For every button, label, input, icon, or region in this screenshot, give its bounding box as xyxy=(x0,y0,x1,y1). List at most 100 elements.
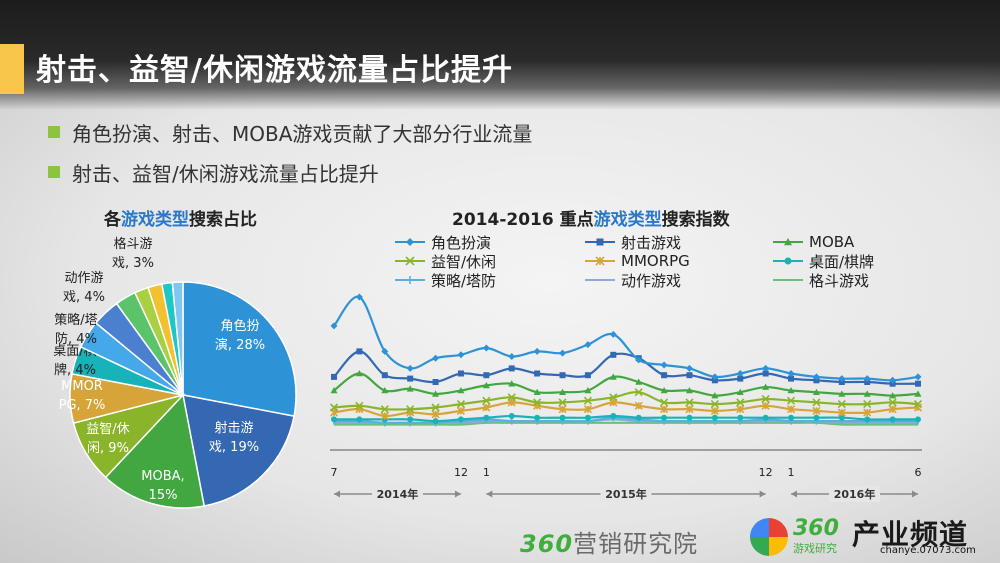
series-marker xyxy=(508,353,516,360)
legend-entry: 桌面/棋牌 xyxy=(773,251,874,271)
series-line xyxy=(333,372,919,397)
legend-label: 桌面/棋牌 xyxy=(809,252,875,271)
series-marker xyxy=(788,375,795,382)
pie-slice-label: 戏, 19% xyxy=(209,440,259,455)
line-chart: 7 12 1 12 1 6 2014年 2015年 2016年 xyxy=(329,293,923,502)
series-marker xyxy=(558,405,567,414)
series-marker xyxy=(559,388,567,395)
brand-text: 营销研究院 xyxy=(573,530,699,558)
series-marker xyxy=(380,405,389,414)
series-marker xyxy=(584,387,592,394)
series-marker xyxy=(635,356,643,364)
series-marker xyxy=(533,388,541,395)
legend-marker-icon xyxy=(773,279,803,281)
series-marker xyxy=(508,380,516,387)
series-marker xyxy=(431,403,440,412)
x-tick-label: 1 xyxy=(483,466,490,479)
series-marker xyxy=(596,238,604,246)
series-marker xyxy=(863,390,871,397)
pie-title-part: 搜索占比 xyxy=(189,210,257,230)
series-marker xyxy=(660,405,669,414)
year-label-bg xyxy=(371,486,423,502)
series-marker xyxy=(406,364,414,372)
bullet-item: 角色扮演、射击、MOBA游戏贡献了大部分行业流量 xyxy=(48,112,532,152)
series-marker xyxy=(812,406,821,415)
series-marker xyxy=(660,398,669,407)
series-marker xyxy=(356,416,363,423)
x-tick-label: 12 xyxy=(759,466,773,479)
legend-marker-icon xyxy=(773,238,803,246)
series-marker xyxy=(762,383,770,390)
series-marker xyxy=(710,406,719,415)
series-marker xyxy=(559,372,566,379)
pie-slice-label: 策略/塔 xyxy=(54,312,97,328)
pie-slice-label: 防, 4% xyxy=(55,331,97,347)
arrow-left-icon xyxy=(334,490,340,498)
series-marker xyxy=(609,330,617,338)
footer-brand: 360营销研究院 xyxy=(520,524,698,559)
series-marker xyxy=(915,380,921,387)
series-marker xyxy=(457,351,465,359)
series-marker xyxy=(431,410,440,419)
game-logo-number: 360 xyxy=(793,516,839,541)
series-marker xyxy=(482,396,491,405)
year-label-bg xyxy=(600,486,652,502)
bullet-text: 射击、益智/休闲游戏流量占比提升 xyxy=(72,161,379,186)
series-marker xyxy=(559,349,567,357)
series-marker xyxy=(761,394,770,404)
series-marker xyxy=(584,341,592,349)
series-marker xyxy=(863,408,872,417)
legend-label: 益智/休闲 xyxy=(431,252,497,271)
series-marker xyxy=(762,414,769,421)
series-marker xyxy=(711,373,719,381)
series-marker xyxy=(381,372,388,379)
series-marker xyxy=(661,414,668,421)
series-marker xyxy=(838,375,846,383)
series-marker xyxy=(634,401,643,410)
series-marker xyxy=(685,398,694,407)
series-marker xyxy=(483,372,490,379)
series-marker xyxy=(331,373,337,380)
game-logo-icon xyxy=(750,518,788,556)
series-marker xyxy=(762,364,770,372)
legend-label: MOBA xyxy=(809,233,855,251)
legend-entry: MMORPG xyxy=(585,251,690,271)
legend-marker-icon xyxy=(395,256,425,266)
series-marker xyxy=(711,392,719,399)
line-title-part: 2014-2016 重点 xyxy=(452,210,594,230)
line-chart-title: 2014-2016 重点游戏类型搜索指数 xyxy=(452,205,730,230)
pie-slice-label: PG, 7% xyxy=(59,398,106,413)
legend-label: 动作游戏 xyxy=(621,271,682,290)
series-marker xyxy=(736,398,745,407)
series-marker xyxy=(915,416,921,423)
pie-slice xyxy=(182,281,297,418)
pie-slice-label: 戏, 4% xyxy=(63,290,105,305)
series-marker xyxy=(634,388,643,397)
series-marker xyxy=(838,390,846,397)
pie-slice-label: 角色扮 xyxy=(220,318,259,334)
x-tick-label: 7 xyxy=(331,466,338,479)
series-marker xyxy=(914,390,922,397)
series-marker xyxy=(812,388,820,395)
bullet-list: 角色扮演、射击、MOBA游戏贡献了大部分行业流量 射击、益智/休闲游戏流量占比提… xyxy=(48,112,532,192)
series-marker xyxy=(406,238,414,246)
arrow-right-icon xyxy=(759,490,766,498)
series-marker xyxy=(837,408,846,417)
series-marker xyxy=(786,396,796,405)
pie-slice-label: 演, 28% xyxy=(215,337,265,353)
bullet-item: 射击、益智/休闲游戏流量占比提升 xyxy=(48,152,532,192)
series-marker xyxy=(737,414,744,421)
series-marker xyxy=(380,411,389,421)
series-marker xyxy=(534,370,541,377)
series-marker xyxy=(864,416,871,423)
series-marker xyxy=(331,416,337,423)
legend-marker-icon xyxy=(395,238,425,246)
series-marker xyxy=(889,392,897,399)
legend-label: 策略/塔防 xyxy=(431,271,497,290)
pie-slice xyxy=(171,281,184,396)
series-marker xyxy=(609,373,617,380)
series-marker xyxy=(686,414,693,421)
pie-slice xyxy=(104,393,206,509)
legend-entry: 格斗游戏 xyxy=(773,270,869,290)
series-marker xyxy=(457,416,464,423)
